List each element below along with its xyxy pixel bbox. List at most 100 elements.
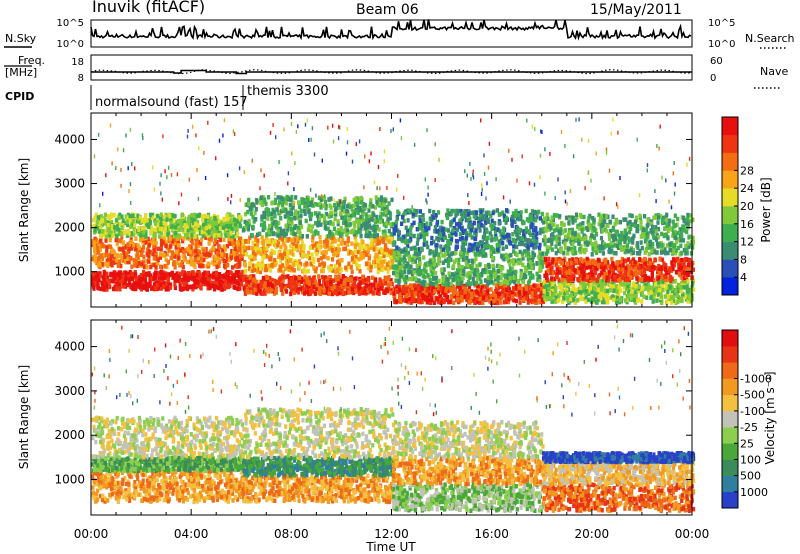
scatter-cell — [233, 246, 237, 251]
scatter-cell — [152, 262, 156, 268]
scatter-cell — [107, 253, 111, 258]
scatter-cell — [228, 283, 232, 288]
scatter-cell — [421, 228, 425, 234]
scatter-cell — [535, 214, 539, 220]
scatter-cell — [105, 234, 109, 239]
scatter-cell — [256, 250, 260, 255]
scatter-cell — [369, 241, 373, 247]
scatter-cell — [189, 261, 193, 267]
scatter-cell — [121, 274, 125, 279]
scatter-cell — [113, 275, 117, 280]
scatter-cell — [220, 252, 224, 257]
scatter-cell — [147, 271, 151, 276]
scatter-cell — [539, 227, 543, 233]
scatter-cell — [305, 234, 309, 239]
scatter-cell — [267, 195, 271, 200]
scatter-cell — [103, 212, 107, 217]
scatter-cell — [220, 274, 224, 279]
scatter-cell — [197, 213, 201, 219]
scatter-cell — [470, 228, 474, 233]
scatter-cell — [475, 242, 480, 247]
scatter-cell — [131, 283, 135, 288]
scatter-cell — [208, 283, 212, 288]
scatter-cell — [113, 225, 117, 230]
scatter-cell — [128, 280, 132, 285]
scatter-cell — [153, 237, 157, 242]
scatter-cell — [200, 281, 204, 287]
scatter-cell — [368, 230, 372, 236]
scatter-cell — [137, 260, 141, 266]
scatter-cell — [232, 240, 236, 246]
scatter-cell — [205, 271, 209, 276]
scatter-cell — [237, 270, 241, 275]
scatter-cell — [340, 232, 344, 237]
scatter-cell — [114, 237, 118, 243]
scatter-cell — [215, 239, 219, 245]
scatter-cell — [387, 210, 391, 215]
scatter-cell — [147, 243, 151, 248]
scatter-cell — [183, 223, 187, 228]
power-scatter — [91, 117, 696, 306]
scatter-cell — [182, 281, 186, 286]
scatter-cell — [516, 260, 520, 266]
scatter-cell — [96, 215, 100, 220]
scatter-cell — [429, 221, 433, 227]
scatter-cell — [140, 218, 144, 223]
scatter-cell — [358, 229, 362, 235]
scatter-cell — [235, 255, 239, 261]
scatter-cell — [136, 281, 140, 286]
scatter-cell — [377, 288, 381, 293]
scatter-cell — [530, 290, 534, 296]
scatter-cell — [159, 242, 164, 247]
scatter-cell — [154, 240, 158, 246]
scatter-cell — [155, 283, 159, 288]
scatter-cell — [429, 241, 434, 246]
scatter-cell — [127, 277, 131, 282]
scatter-cell — [156, 280, 161, 285]
scatter-cell — [487, 280, 491, 285]
scatter-cell — [358, 245, 362, 251]
scatter-cell — [104, 284, 108, 289]
scatter-cell — [444, 288, 448, 294]
scatter-cell — [93, 215, 97, 220]
scatter-cell — [376, 258, 380, 264]
scatter-cell — [200, 214, 205, 220]
scatter-cell — [515, 244, 519, 250]
scatter-cell — [125, 219, 129, 224]
scatter-cell — [369, 198, 373, 203]
scatter-cell — [421, 273, 425, 279]
scatter-cell — [463, 289, 467, 295]
scatter-cell — [91, 282, 95, 287]
scatter-cell — [178, 279, 182, 284]
scatter-cell — [96, 277, 100, 282]
scatter-cell — [396, 236, 401, 241]
scatter-cell — [289, 291, 293, 297]
scatter-cell — [222, 258, 226, 264]
scatter-cell — [123, 282, 127, 288]
scatter-cell — [339, 211, 343, 216]
scatter-cell — [173, 213, 177, 219]
scatter-cell — [104, 271, 109, 277]
scatter-cell — [109, 247, 114, 252]
scatter-cell — [160, 275, 164, 281]
scatter-cell — [224, 285, 228, 290]
scatter-cell — [304, 218, 308, 224]
scatter-cell — [541, 251, 545, 256]
scatter-cell — [105, 249, 109, 254]
scatter-cell — [407, 238, 411, 244]
scatter-cell — [376, 269, 380, 275]
scatter-cell — [306, 227, 310, 232]
scatter-cell — [497, 291, 501, 297]
scatter-cell — [134, 259, 138, 264]
scatter-cell — [465, 217, 469, 223]
scatter-cell — [387, 228, 391, 234]
scatter-cell — [184, 285, 188, 290]
scatter-cell — [192, 284, 196, 289]
scatter-cell — [92, 244, 96, 249]
scatter-cell — [235, 226, 239, 232]
scatter-cell — [524, 286, 529, 292]
scatter-cell — [530, 217, 534, 222]
scatter-cell — [294, 209, 298, 214]
scatter-cell — [123, 280, 127, 285]
scatter-cell — [349, 278, 354, 284]
